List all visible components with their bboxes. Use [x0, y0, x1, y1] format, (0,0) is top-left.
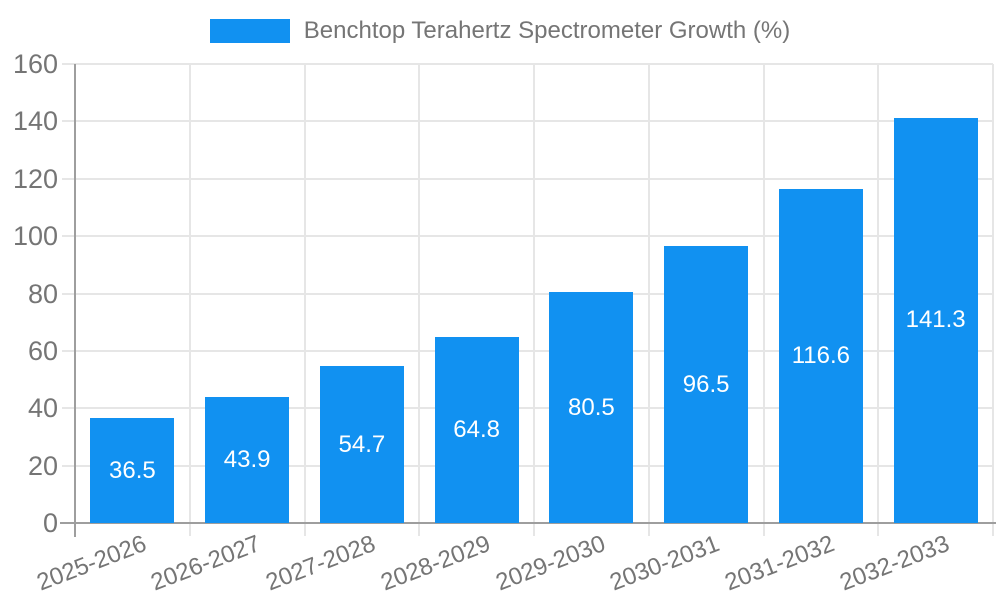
y-tick-label: 100 [12, 221, 58, 252]
x-tick [418, 523, 421, 536]
bar[interactable] [90, 418, 175, 523]
x-axis-line [60, 522, 996, 524]
y-tick-label: 40 [27, 393, 58, 424]
legend-swatch [209, 19, 290, 43]
bar-value-label: 36.5 [109, 456, 156, 484]
bar[interactable] [778, 188, 863, 523]
x-tick-label: 2030-2031 [606, 530, 724, 597]
y-tick [62, 464, 75, 467]
bar-value-label: 141.3 [905, 306, 966, 334]
x-tick-label: 2032-2033 [836, 530, 953, 597]
x-gridline [533, 64, 535, 523]
x-tick [877, 523, 880, 536]
x-tick-label: 2027-2028 [262, 530, 380, 597]
x-gridline [418, 64, 421, 523]
bar[interactable] [434, 337, 519, 523]
y-tick-label: 160 [12, 49, 58, 79]
bar[interactable] [319, 366, 404, 523]
bar[interactable] [664, 246, 749, 523]
y-tick [62, 63, 75, 65]
bar-value-label: 54.7 [338, 430, 386, 458]
bar-value-label: 80.5 [568, 393, 615, 421]
y-tick-label: 120 [12, 163, 58, 194]
x-tick [992, 523, 994, 536]
bar-value-label: 96.5 [682, 370, 730, 398]
y-tick-label: 60 [27, 335, 58, 366]
bar[interactable] [205, 397, 290, 523]
x-gridline [647, 64, 650, 523]
x-tick-label: 2028-2029 [377, 530, 494, 597]
x-tick-label: 2031-2032 [721, 530, 839, 597]
x-tick [647, 523, 650, 536]
y-axis-line [74, 64, 76, 537]
y-tick [62, 120, 75, 123]
y-tick [62, 177, 75, 180]
x-tick-label: 2025-2026 [32, 530, 150, 597]
x-tick [188, 523, 191, 536]
y-tick-label: 140 [12, 106, 58, 137]
legend-label: Benchtop Terahertz Spectrometer Growth (… [303, 17, 791, 44]
bar[interactable] [549, 292, 634, 523]
x-gridline [877, 64, 880, 523]
y-tick-label: 0 [42, 508, 58, 538]
bar-value-label: 116.6 [791, 341, 851, 369]
x-gridline [992, 64, 994, 523]
bar[interactable] [893, 117, 978, 523]
x-gridline [762, 64, 765, 523]
legend: Benchtop Terahertz Spectrometer Growth (… [0, 17, 1000, 45]
x-tick-label: 2026-2027 [147, 530, 265, 597]
x-tick [303, 523, 306, 536]
x-tick [533, 523, 535, 536]
y-tick [62, 235, 75, 238]
x-tick [762, 523, 765, 536]
y-tick [62, 349, 75, 352]
y-tick [62, 407, 75, 410]
y-tick-label: 20 [27, 450, 58, 481]
bar-value-label: 64.8 [453, 416, 500, 444]
legend-item[interactable]: Benchtop Terahertz Spectrometer Growth (… [209, 17, 791, 45]
x-tick-label: 2029-2030 [491, 530, 609, 597]
y-tick [62, 292, 75, 295]
x-gridline [188, 64, 191, 523]
y-tick-label: 80 [27, 278, 58, 309]
bar-value-label: 43.9 [223, 446, 271, 474]
x-gridline [303, 64, 306, 523]
